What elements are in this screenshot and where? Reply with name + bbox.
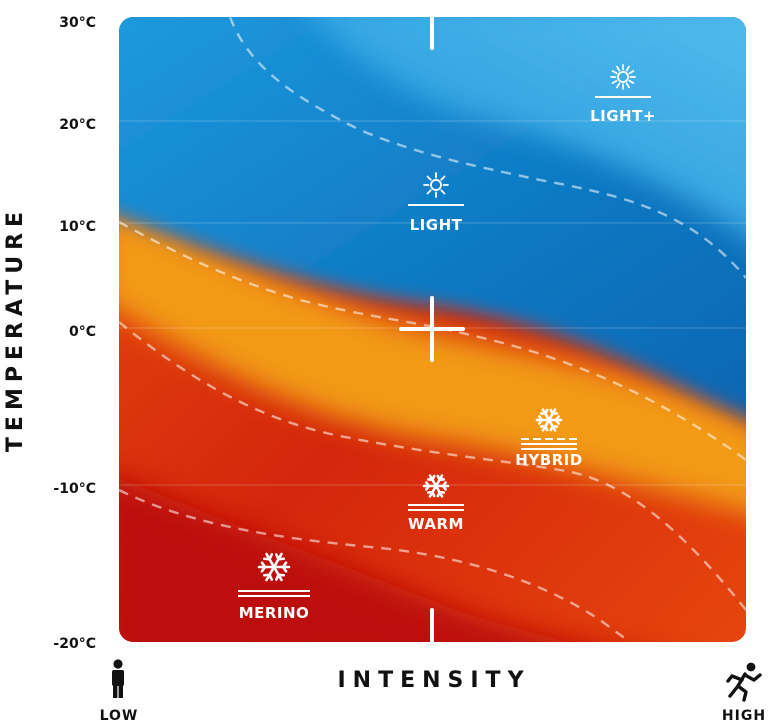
y-axis-title: TEMPERATURE — [3, 206, 28, 452]
zone-hybrid: HYBRID — [515, 408, 582, 469]
zone-light-plus: LIGHT+ — [590, 64, 656, 125]
high-label: HIGH — [722, 708, 766, 724]
layer-lines — [521, 438, 577, 450]
zone-label: LIGHT+ — [590, 107, 656, 125]
y-tick-label: 30°C — [59, 15, 96, 31]
y-tick-label: 0°C — [69, 324, 96, 340]
zone-light: LIGHT — [408, 172, 464, 234]
zone-boundary-lines — [119, 17, 746, 642]
standing-person-icon — [112, 659, 124, 698]
snowflake-icon — [422, 474, 450, 498]
boundary-warm-hybrid — [119, 321, 746, 611]
y-tick-label: 10°C — [59, 219, 96, 235]
boundary-light-lightplus — [228, 17, 746, 279]
plot-area — [119, 17, 746, 642]
zone-labels: MERINO WARM HYBRID LIGHT LIGHT+ — [238, 64, 656, 622]
zone-label: WARM — [408, 515, 464, 533]
center-marks — [399, 17, 465, 642]
sun-icon — [610, 64, 636, 90]
zone-warm: WARM — [408, 474, 464, 533]
snowflake-icon — [535, 408, 563, 432]
y-tick-label: -20°C — [53, 636, 96, 652]
zone-label: LIGHT — [410, 216, 463, 234]
zone-label: MERINO — [239, 604, 310, 622]
running-person-icon — [726, 662, 762, 702]
low-label: LOW — [100, 708, 139, 724]
snowflake-icon — [257, 552, 291, 582]
boundary-hybrid-light — [119, 220, 746, 461]
y-axis: 30°C 20°C 10°C 0°C -10°C -20°C — [53, 15, 96, 652]
x-axis-title: INTENSITY — [337, 668, 530, 693]
y-tick-label: 20°C — [59, 117, 96, 133]
zone-label: HYBRID — [515, 451, 582, 469]
layer-lines — [408, 504, 464, 511]
y-tick-label: -10°C — [53, 481, 96, 497]
zone-merino: MERINO — [238, 552, 310, 622]
sun-icon — [423, 172, 449, 198]
layer-lines — [238, 590, 310, 597]
